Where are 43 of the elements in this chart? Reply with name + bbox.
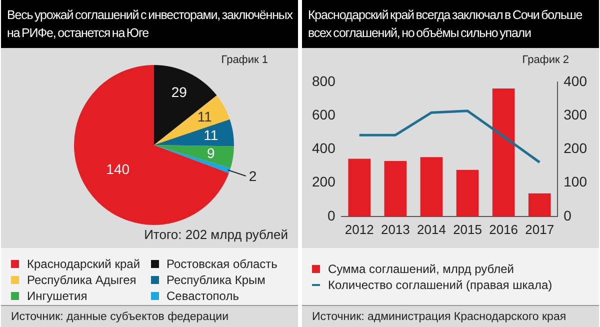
y2-tick-label: 100 xyxy=(564,174,588,190)
bar xyxy=(528,193,551,216)
x-tick-label: 2015 xyxy=(453,222,482,237)
legend-label: Краснодарский край xyxy=(27,257,140,271)
text: График 1 xyxy=(221,54,268,66)
legend-label: Республика Адыгея xyxy=(27,273,136,287)
x-tick-label: 2017 xyxy=(525,222,554,237)
x-tick-label: 2014 xyxy=(417,222,446,237)
legend-label: Ингушетия xyxy=(27,289,88,303)
x-tick-label: 2013 xyxy=(380,222,410,237)
data-label: 2 xyxy=(248,168,257,184)
x-tick-label: 2016 xyxy=(489,222,518,237)
y-tick-label: 400 xyxy=(312,140,336,156)
chart-title: Весь урожай соглашений с инвесторами, заключённых на РИФе, останется на Юге xyxy=(1,0,298,48)
text: Источник: администрация Краснодарского края xyxy=(302,305,599,326)
bar xyxy=(492,88,515,216)
bar xyxy=(384,160,407,216)
y2-tick-label: 300 xyxy=(564,106,588,122)
data-label: 140 xyxy=(106,160,130,177)
data-label: 11 xyxy=(197,108,212,124)
legend-label: Ростовская область xyxy=(166,257,278,271)
text: График 2 xyxy=(522,54,569,66)
y-tick-label: 600 xyxy=(312,106,336,122)
data-label: 29 xyxy=(171,84,188,100)
y2-tick-label: 0 xyxy=(564,207,572,224)
data-label: 9 xyxy=(207,144,216,161)
y-tick-label: 800 xyxy=(312,72,336,89)
y2-tick-label: 200 xyxy=(564,140,588,156)
text: Итого: 202 млрд рублей xyxy=(144,227,288,242)
legend-label: Республика Крым xyxy=(166,273,266,287)
y2-tick-label: 400 xyxy=(564,72,588,89)
bar xyxy=(420,157,443,216)
legend-label: Севастополь xyxy=(166,289,239,303)
y-tick-label: 200 xyxy=(312,174,336,190)
y-tick-label: 0 xyxy=(328,207,336,224)
bar xyxy=(456,170,479,216)
text: Источник: данные субъектов федерации xyxy=(1,305,298,326)
legend-label: Количество соглашений (правая шкала) xyxy=(328,278,552,292)
x-tick-label: 2012 xyxy=(344,222,374,237)
data-label: 11 xyxy=(204,126,218,143)
legend-label: Сумма соглашений, млрд рублей xyxy=(328,262,514,276)
bar xyxy=(348,158,371,216)
chart-title: Краснодарский край всегда заключал в Сочи больше всех соглашений, но объёмы сильно упали xyxy=(302,0,599,48)
